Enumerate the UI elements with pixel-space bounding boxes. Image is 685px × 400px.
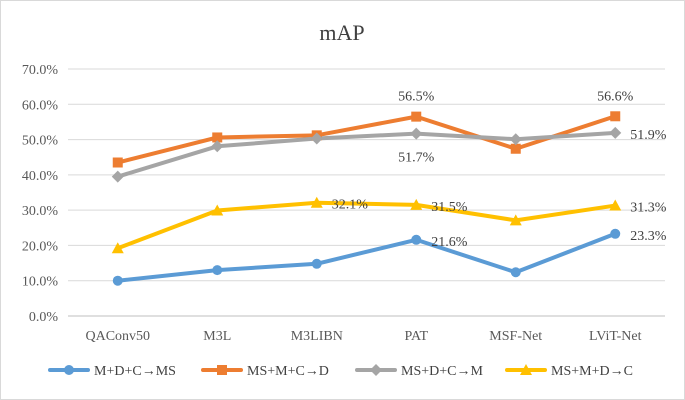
data-point — [610, 228, 621, 239]
data-label: 31.3% — [630, 201, 667, 216]
data-label: 31.5% — [431, 200, 468, 215]
legend-label: MS+M+D→C — [551, 364, 633, 379]
legend-label: M+D+C→MS — [94, 364, 176, 379]
data-point — [610, 111, 621, 122]
data-point — [509, 133, 522, 146]
y-tick-label: 50.0% — [22, 134, 59, 149]
data-label: 56.6% — [597, 89, 634, 104]
y-tick-label: 10.0% — [22, 275, 59, 290]
chart-title: mAP — [319, 20, 364, 45]
data-point — [212, 265, 223, 276]
y-axis-ticks: 0.0% 10.0% 20.0% 30.0% 40.0% 50.0% 60.0% 70.0% — [22, 63, 59, 325]
legend: M+D+C→MS MS+M+C→D MS+D+C→M MS+M+D→C — [48, 364, 633, 379]
data-point — [211, 140, 224, 153]
series-line-2 — [115, 114, 618, 165]
x-tick-label: M3LIBN — [291, 329, 343, 344]
y-tick-label: 40.0% — [22, 169, 59, 184]
legend-marker — [217, 365, 227, 375]
x-tick-label: MSF-Net — [489, 329, 542, 344]
data-point — [410, 127, 423, 140]
data-point — [509, 214, 522, 226]
series-lines — [115, 114, 618, 283]
data-point — [609, 126, 622, 139]
data-point — [609, 199, 622, 211]
data-point — [310, 196, 323, 208]
y-tick-label: 70.0% — [22, 63, 59, 78]
data-label: 23.3% — [630, 229, 667, 244]
legend-marker — [520, 364, 532, 375]
data-point — [212, 132, 223, 143]
grid-lines — [68, 68, 665, 317]
series-line-1 — [115, 231, 618, 283]
data-label: 56.5% — [398, 90, 435, 105]
data-label: 21.6% — [431, 235, 468, 250]
legend-label: MS+M+C→D — [247, 364, 329, 379]
data-point — [411, 234, 422, 245]
data-point — [112, 275, 123, 286]
data-label: 32.1% — [332, 198, 369, 213]
data-point — [310, 132, 323, 145]
y-tick-label: 30.0% — [22, 204, 59, 219]
legend-label: MS+D+C→M — [401, 364, 483, 379]
y-tick-label: 20.0% — [22, 239, 59, 254]
legend-marker — [64, 365, 74, 375]
data-point — [311, 258, 322, 269]
data-point — [410, 198, 423, 210]
data-point — [411, 111, 422, 122]
series-line-3 — [115, 130, 618, 179]
data-point — [112, 157, 123, 168]
x-tick-label: M3L — [203, 329, 231, 344]
data-point — [510, 143, 521, 154]
series-markers — [111, 111, 622, 286]
data-point — [211, 204, 224, 216]
legend-marker — [370, 364, 382, 376]
x-tick-label: PAT — [404, 329, 428, 344]
y-tick-label: 60.0% — [22, 98, 59, 113]
y-tick-label: 0.0% — [29, 310, 59, 325]
x-tick-label: QAConv50 — [85, 329, 150, 344]
data-point — [510, 267, 521, 278]
data-labels: 21.6% 23.3% 56.5% 56.6% 51.7% 51.9% 32.1% 31.5%… — [332, 89, 667, 250]
series-line-4 — [115, 200, 618, 251]
data-point — [111, 170, 124, 183]
data-point — [111, 242, 124, 254]
x-tick-label: LViT-Net — [589, 329, 642, 344]
x-axis-ticks: QAConv50 M3L M3LIBN PAT MSF-Net LViT-Net — [85, 329, 641, 344]
data-label: 51.9% — [630, 128, 667, 143]
data-label: 51.7% — [398, 151, 435, 166]
